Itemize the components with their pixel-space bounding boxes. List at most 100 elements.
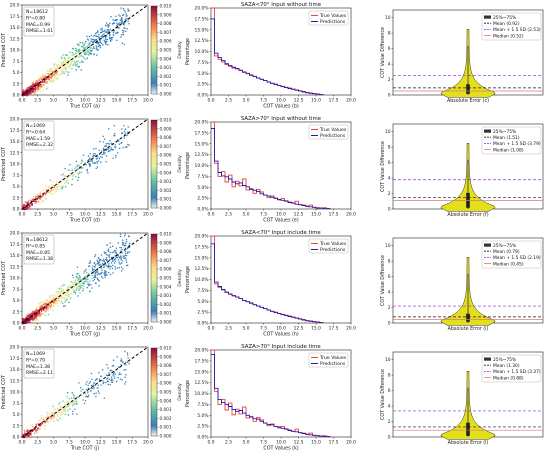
density-point (76, 402, 78, 405)
y-tick-label: 0.0% (197, 93, 208, 99)
density-point (31, 318, 33, 320)
density-point (31, 90, 33, 92)
density-point (82, 279, 84, 281)
density-point (115, 256, 118, 258)
density-point (61, 289, 63, 291)
stats-box-bg (23, 234, 55, 265)
density-point (51, 68, 54, 71)
density-point (89, 50, 91, 52)
density-point (29, 313, 31, 315)
density-point (55, 69, 57, 71)
density-point (109, 32, 111, 34)
density-point (38, 303, 40, 305)
density-point (88, 163, 91, 165)
density-point (89, 262, 92, 264)
density-point (43, 304, 45, 306)
density-point (64, 57, 67, 59)
x-tick-label: 12.5 (294, 326, 304, 332)
density-point (102, 141, 105, 143)
density-point (90, 52, 92, 54)
x-tick-label: 2.5 (225, 326, 232, 332)
density-point (97, 49, 99, 51)
density-point (67, 295, 70, 297)
density-point (83, 43, 85, 46)
density-point (125, 369, 127, 371)
density-point (61, 406, 63, 408)
density-point (34, 89, 36, 91)
density-point (89, 381, 91, 383)
x-tick-label: 17.5 (329, 326, 339, 332)
density-point (36, 315, 38, 317)
density-point (31, 203, 33, 205)
density-point (61, 62, 63, 64)
density-point (128, 23, 130, 25)
density-point (26, 314, 28, 316)
density-point (118, 373, 120, 376)
density-point (37, 84, 39, 86)
density-point (79, 42, 81, 44)
density-point (105, 22, 108, 24)
colorbar-tick-label: 0.007 (160, 258, 172, 263)
density-point (91, 271, 93, 273)
density-point (75, 289, 77, 291)
density-point (35, 430, 37, 433)
density-point (27, 435, 30, 437)
density-point (26, 92, 28, 94)
density-point (28, 91, 30, 94)
density-point (129, 242, 131, 244)
y-tick-label: 7.5 (13, 287, 20, 293)
density-point (77, 287, 79, 289)
density-point (27, 202, 29, 204)
legend-box (308, 352, 349, 368)
density-point (84, 276, 86, 278)
density-point (76, 60, 78, 63)
density-point (83, 283, 85, 285)
density-point (91, 274, 93, 277)
density-point (119, 263, 121, 265)
density-point (52, 299, 55, 301)
density-point (55, 291, 57, 293)
colorbar-tick-label: 0.001 (160, 197, 172, 202)
density-point (107, 142, 109, 145)
density-point (35, 316, 37, 318)
density-point (47, 82, 49, 84)
density-point (98, 257, 100, 259)
density-point (110, 16, 112, 18)
density-point (85, 383, 87, 385)
density-point (62, 71, 65, 73)
density-point (38, 195, 40, 197)
density-point (84, 42, 86, 45)
legend-label: Mean + 1.5 SD (2.53) (493, 27, 541, 33)
density-point (86, 396, 88, 398)
density-point (42, 201, 44, 203)
density-point (61, 71, 64, 73)
density-point (92, 156, 94, 158)
density-point (93, 276, 95, 279)
density-point (68, 60, 70, 62)
density-point (42, 416, 44, 419)
density-point (64, 298, 66, 300)
density-point (40, 421, 43, 423)
x-tick-label: 10.0 (80, 440, 90, 446)
density-point (32, 90, 34, 93)
density-point (33, 84, 35, 86)
density-point (68, 65, 70, 67)
density-point (37, 78, 39, 80)
colorbar-label: Density (177, 269, 183, 287)
density-point (104, 252, 106, 254)
density-point (49, 76, 51, 78)
density-point (65, 406, 68, 408)
y-tick-label: 10.0% (195, 277, 209, 283)
density-point (35, 200, 37, 202)
density-point (87, 387, 90, 390)
density-point (73, 291, 76, 293)
density-point (40, 309, 42, 311)
density-point (73, 291, 75, 293)
colorbar: 0.0100.0090.0080.0070.0060.0050.0040.003… (150, 4, 183, 97)
density-point (25, 317, 27, 319)
density-point (99, 47, 102, 49)
density-point (94, 153, 96, 155)
x-tick-label: 17.5 (127, 98, 137, 104)
density-point (98, 372, 100, 374)
